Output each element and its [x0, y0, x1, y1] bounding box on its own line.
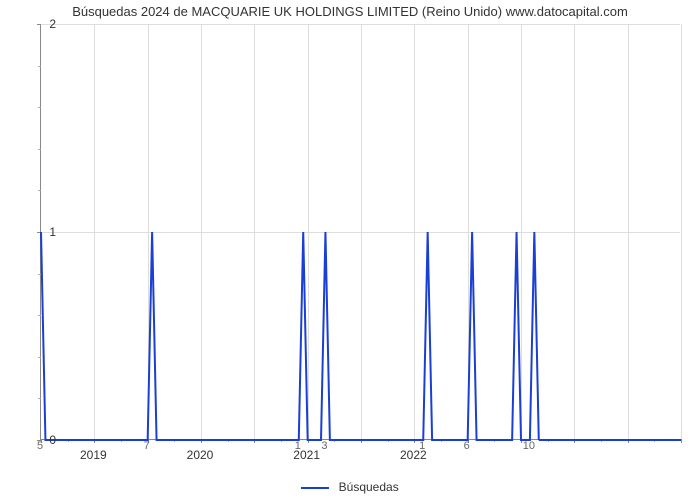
- line-series: [41, 24, 681, 440]
- data-point-label: 1: [419, 440, 425, 452]
- legend-swatch: [301, 487, 329, 489]
- data-point-label: 7: [144, 440, 150, 452]
- x-axis-year-label: 2019: [80, 448, 107, 462]
- data-point-label: 6: [464, 440, 470, 452]
- legend-label: Búsquedas: [339, 480, 399, 494]
- data-point-label: 3: [321, 440, 327, 452]
- data-point-label: 1: [295, 440, 301, 452]
- plot-area: [40, 24, 680, 440]
- x-axis-year-label: 2020: [187, 448, 214, 462]
- data-point-label: 10: [523, 440, 535, 452]
- legend: Búsquedas: [0, 480, 700, 494]
- gridline-vertical: [681, 24, 682, 439]
- data-point-label: 5: [37, 440, 43, 452]
- chart-container: Búsquedas 2024 de MACQUARIE UK HOLDINGS …: [0, 0, 700, 500]
- chart-title: Búsquedas 2024 de MACQUARIE UK HOLDINGS …: [0, 4, 700, 19]
- y-axis-label: 2: [26, 17, 56, 31]
- y-axis-label: 1: [26, 225, 56, 239]
- x-tick: [681, 439, 682, 443]
